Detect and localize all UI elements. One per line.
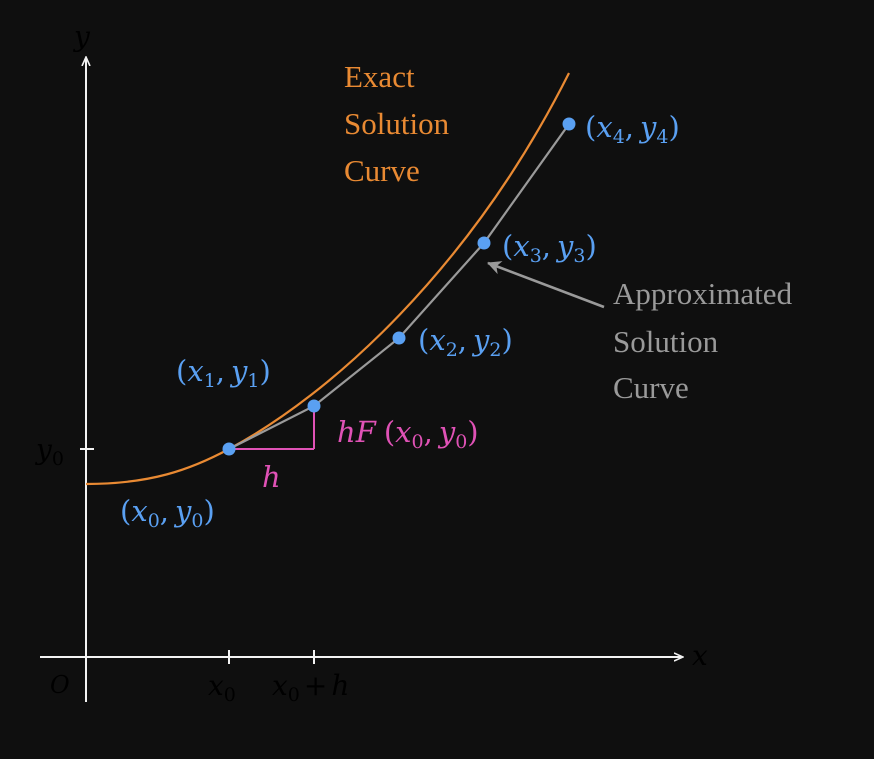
approx-label-line-2: Solution [613, 324, 719, 359]
step-h-label: h [262, 460, 281, 494]
exact-solution-curve [85, 72, 570, 486]
exact-label-line-2: Solution [344, 106, 450, 141]
point-3-label: (x3, y3) [502, 229, 597, 267]
origin-label: O [50, 671, 70, 699]
exact-label-line-3: Curve [344, 153, 420, 188]
exact-label-line-1: Exact [344, 59, 415, 94]
point-1 [307, 399, 321, 413]
point-0 [222, 442, 236, 456]
step-rise-label: hF (x0, y0) [337, 415, 479, 453]
point-0-label: (x0, y0) [120, 494, 215, 532]
point-3 [477, 236, 491, 250]
x0-tick-label: x0 [208, 669, 236, 706]
approx-label-arrow [487, 261, 605, 309]
approx-label-line-1: Approximated [613, 276, 793, 311]
x0h-tick-label: x0 + h [272, 669, 349, 706]
x-axis-label: x [692, 639, 708, 672]
approx-label-line-3: Curve [613, 370, 689, 405]
y-axis-label: y [72, 20, 91, 53]
point-2-label: (x2, y2) [418, 323, 513, 361]
point-4-label: (x4, y4) [585, 110, 680, 148]
point-1-label: (x1, y1) [176, 354, 271, 392]
point-2 [392, 331, 406, 345]
y0-tick-label: y0 [34, 433, 64, 470]
point-4 [562, 117, 576, 131]
